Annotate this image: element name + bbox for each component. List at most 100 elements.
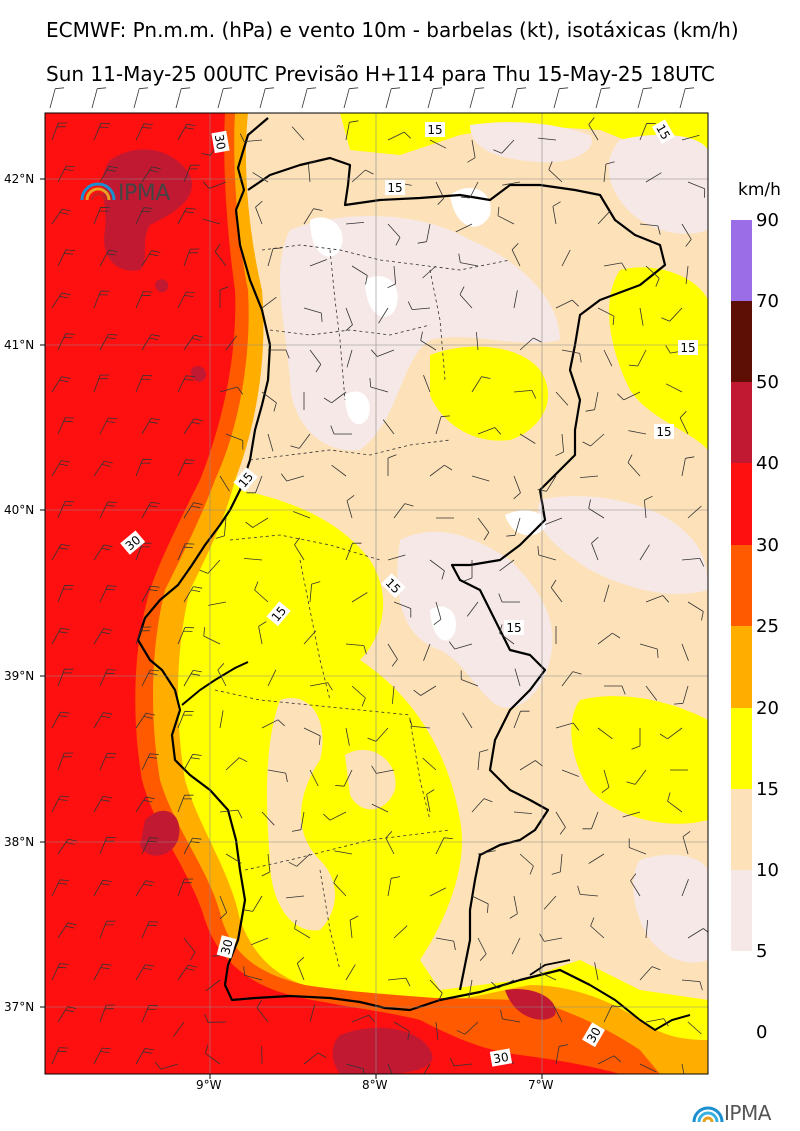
wind-barb (57, 1006, 77, 1023)
isotach-patch (267, 698, 335, 931)
wind-barb (537, 546, 557, 561)
wind-barb (99, 753, 117, 771)
wind-barb (645, 685, 658, 701)
wind-barb (57, 838, 77, 855)
wind-barb (217, 663, 227, 687)
lat-label-41: 41°N (4, 338, 35, 352)
wind-barb (57, 501, 75, 519)
contour-label: 15 (427, 123, 442, 137)
wind-barb (345, 1063, 365, 1074)
wind-barb (51, 627, 70, 645)
wind-barb (628, 838, 647, 855)
wind-barb (471, 895, 489, 913)
wind-barb (628, 349, 647, 367)
isotach-5-10-central (397, 531, 553, 708)
lat-label-37: 37°N (4, 1000, 35, 1014)
wind-barb (177, 710, 194, 729)
colorbar-bin-40-50 (731, 382, 752, 463)
wind-barb (435, 415, 450, 435)
colorbar-label: 15 (756, 779, 779, 800)
wind-barb (687, 1021, 702, 1035)
wind-barb (435, 181, 445, 205)
wind-barb (393, 1021, 410, 1041)
wind-barb (417, 223, 431, 244)
wind-barb (303, 1052, 327, 1065)
wind-barb (628, 430, 647, 435)
colorbar (731, 220, 752, 951)
wind-barb (630, 873, 641, 897)
wind-barb (177, 543, 195, 561)
wind-barb (459, 286, 473, 309)
wind-barb (51, 1047, 69, 1065)
wind-barb (553, 1005, 563, 1023)
wind-barb (553, 87, 569, 109)
wind-barb (422, 757, 437, 771)
wind-barb (369, 378, 389, 393)
wind-barb (387, 454, 397, 476)
isotach-patch (190, 366, 207, 382)
map-line (85, 187, 111, 201)
wind-barb (57, 417, 75, 435)
wind-barb (537, 475, 557, 492)
wind-barb (502, 181, 521, 186)
wind-barb (423, 1063, 431, 1074)
isotach-5-10-north (279, 216, 560, 451)
wind-barb (261, 391, 277, 412)
wind-barb (393, 601, 412, 618)
wind-barb (679, 87, 695, 109)
lat-label-38: 38°N (4, 835, 35, 849)
wind-barb (93, 460, 113, 477)
wind-barb (597, 307, 615, 326)
map-line (80, 182, 116, 201)
wind-barb (561, 349, 582, 363)
wind-barb (645, 265, 660, 287)
wind-barb (255, 200, 263, 225)
wind-barb (183, 418, 203, 435)
wind-barb (135, 964, 155, 981)
wind-barb (99, 585, 117, 603)
wind-barb (288, 853, 311, 867)
wind-barb (177, 459, 195, 477)
wind-barb (387, 876, 401, 897)
wind-barb (93, 879, 112, 897)
wind-barb (466, 601, 479, 617)
wind-barb (345, 964, 356, 981)
wind-barb (639, 122, 656, 141)
wind-barb (639, 966, 661, 981)
isotach-patch (538, 496, 708, 594)
wind-barb (51, 376, 71, 393)
wind-barb (463, 560, 473, 582)
wind-barb (555, 433, 564, 457)
wind-barb (462, 712, 473, 729)
wind-barb (323, 391, 347, 404)
wind-barb (665, 383, 683, 393)
wind-barb (435, 837, 453, 855)
colorbar-bin-50-70 (731, 301, 752, 382)
wind-barb (303, 630, 317, 645)
wind-barb (267, 247, 282, 267)
wind-barb (468, 979, 473, 998)
wind-barb (217, 87, 233, 109)
wind-barb (177, 207, 196, 225)
wind-barb (409, 717, 431, 729)
wind-barb (555, 1044, 569, 1065)
isotach-30-40-sea (45, 113, 620, 1074)
wind-barb (511, 243, 521, 267)
wind-barb (645, 172, 662, 183)
wind-barb (429, 559, 445, 580)
wind-barb (294, 919, 311, 939)
ipma-logo-map-text: IPMA (118, 181, 170, 206)
wind-barb (582, 811, 599, 830)
wind-barb (555, 299, 579, 309)
wind-barb (183, 670, 202, 687)
wind-barb (345, 542, 362, 561)
colorbar-label: 70 (756, 291, 779, 312)
wind-barb (617, 391, 641, 401)
wind-barb (254, 581, 269, 603)
wind-barb (500, 1009, 521, 1023)
wind-barb (548, 161, 563, 183)
wind-barb (538, 137, 557, 141)
wind-barb (378, 307, 389, 324)
wind-barb (687, 181, 706, 198)
wind-barb (595, 87, 611, 109)
